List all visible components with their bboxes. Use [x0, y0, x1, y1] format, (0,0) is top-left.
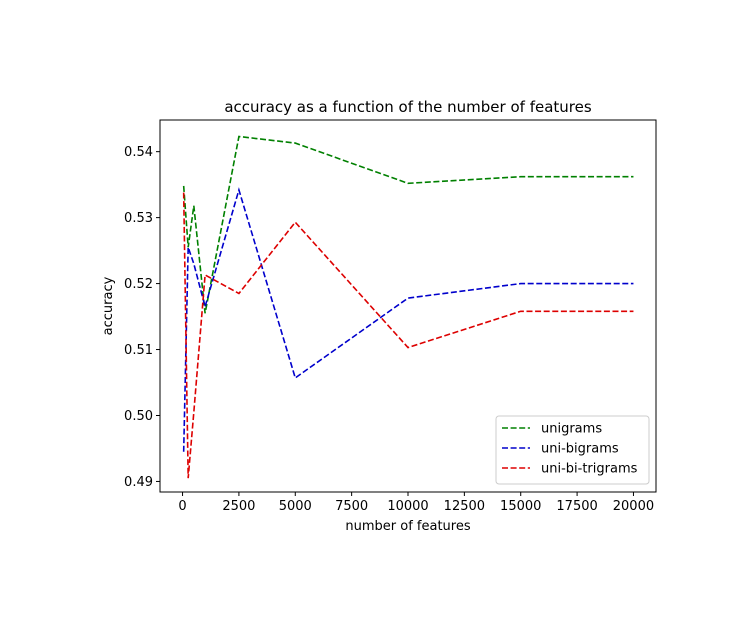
- series-line-unigrams: [182, 135, 634, 314]
- y-tick-label: 0.54: [124, 145, 153, 160]
- y-tick-label: 0.49: [124, 475, 153, 490]
- series-line-uni-bi-trigrams: [182, 192, 634, 479]
- series-line-uni-bigrams: [182, 187, 634, 452]
- legend-label-unigrams: unigrams: [541, 422, 602, 437]
- x-tick-label: 2500: [222, 499, 255, 514]
- x-axis-ticks: 0 2500 5000 7500 10000 12500 15000 17500 20000: [178, 492, 654, 514]
- x-tick-label: 20000: [613, 499, 654, 514]
- legend-label-uni-bi-trigrams: uni-bi-trigrams: [541, 462, 638, 477]
- chart-title: accuracy as a function of the number of …: [224, 98, 592, 116]
- x-axis-label: number of features: [345, 519, 470, 534]
- y-tick-label: 0.50: [124, 409, 153, 424]
- legend-entries: unigrams uni-bigrams uni-bi-trigrams: [502, 422, 638, 477]
- y-tick-label: 0.53: [124, 211, 153, 226]
- x-tick-label: 10000: [387, 499, 428, 514]
- y-tick-label: 0.52: [124, 277, 153, 292]
- plot-lines: [182, 135, 634, 479]
- legend-box: [495, 415, 650, 485]
- x-tick-label: 7500: [335, 499, 368, 514]
- y-tick-label: 0.51: [124, 343, 153, 358]
- y-axis-ticks: 0.49 0.50 0.51 0.52 0.53 0.54: [124, 145, 160, 490]
- legend-label-uni-bigrams: uni-bigrams: [541, 442, 619, 457]
- legend: unigrams uni-bigrams uni-bi-trigrams: [495, 415, 650, 485]
- y-axis-label: accuracy: [101, 276, 116, 335]
- x-tick-label: 12500: [444, 499, 485, 514]
- x-tick-label: 15000: [500, 499, 541, 514]
- x-tick-label: 0: [178, 499, 186, 514]
- x-tick-label: 5000: [279, 499, 312, 514]
- x-tick-label: 17500: [556, 499, 597, 514]
